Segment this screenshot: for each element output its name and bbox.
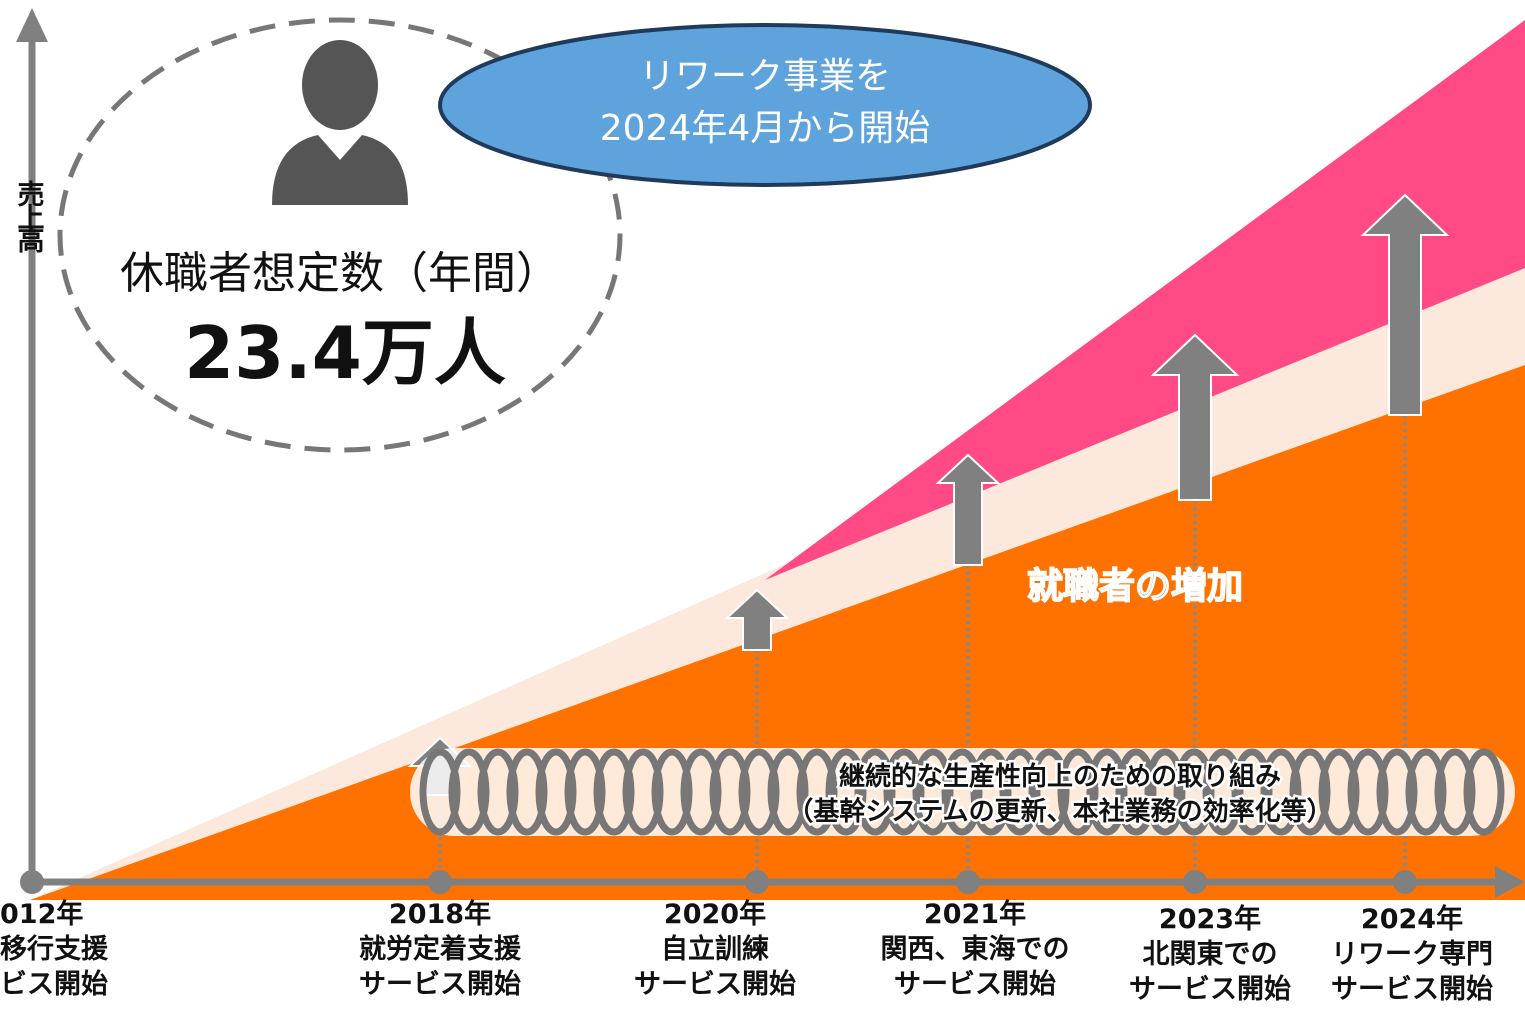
milestone-line: サービス開始 (1331, 973, 1493, 1005)
milestone-year: 2021年 (924, 898, 1026, 930)
person-icon (272, 40, 408, 205)
milestone-line: サービス開始 (894, 968, 1056, 1000)
y-axis-label-text: 売上高 (13, 180, 45, 253)
milestone-line: 関西、東海での (881, 934, 1070, 965)
milestone-line: 移行支援 (0, 933, 109, 965)
milestone-line: 自立訓練 (661, 933, 769, 965)
milestone-line: 北関東での (1143, 939, 1278, 970)
milestone-dot (428, 870, 452, 894)
milestone-line: リワーク専門 (1331, 939, 1493, 970)
milestone-year: 2018年 (389, 898, 491, 930)
initiative-line: 継続的な生産性向上のための取り組み (839, 761, 1281, 792)
bubble-line: 2024年4月から開始 (600, 108, 931, 149)
bubble-line: リワーク事業を (639, 56, 891, 97)
milestone-dot (745, 870, 769, 894)
diagram: 売上高 休職者想定数（年間） 23.4万人 リワーク事業を 2024年4月から開… (0, 0, 1525, 1013)
milestone-dot (1393, 870, 1417, 894)
milestone-line: ビス開始 (0, 968, 108, 1000)
milestone-year: 2020年 (664, 898, 766, 930)
milestone-year: 2024年 (1361, 903, 1463, 935)
bubble (440, 25, 1090, 185)
milestone-line: サービス開始 (1129, 973, 1291, 1005)
milestone-year: 012年 (0, 898, 83, 930)
milestone-year: 2023年 (1159, 903, 1261, 935)
milestone-dot (1183, 870, 1207, 894)
callout-value: 23.4万人 (184, 311, 506, 395)
milestone-line: 就労定着支援 (359, 933, 522, 965)
callout-label: 休職者想定数（年間） (120, 248, 560, 299)
origin-dot (20, 870, 44, 894)
milestone-dot (956, 870, 980, 894)
y-axis-arrow (16, 8, 48, 42)
milestone-line: サービス開始 (634, 968, 796, 1000)
initiative-line: （基幹システムの更新、本社業務の効率化等） (787, 796, 1332, 827)
growth-label: 就職者の増加 (1027, 566, 1243, 607)
milestone-line: サービス開始 (359, 968, 521, 1000)
y-axis-label: 売上高 (13, 180, 45, 253)
